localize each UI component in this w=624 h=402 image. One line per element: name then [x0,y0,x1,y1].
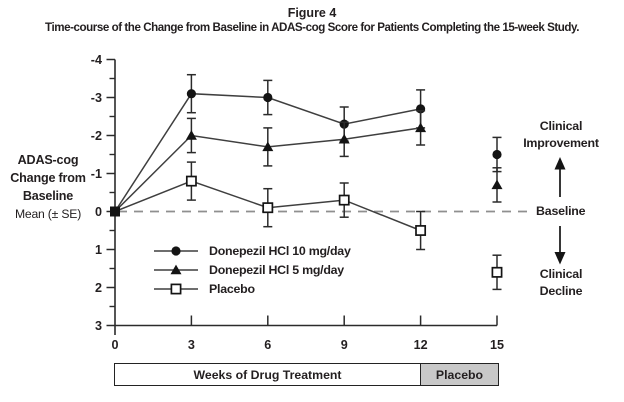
svg-text:1: 1 [95,243,102,257]
x-axis-ticks: 0 3 6 9 12 15 [111,315,504,352]
svg-text:-4: -4 [91,53,102,67]
origin-marker [110,206,120,217]
series-donepezil-hcl-5-mg-day [114,110,503,213]
clinical-decline-label: Clinical Decline [500,266,622,299]
y-axis-title: ADAS-cog Change from Baseline Mean (± SE… [0,151,96,223]
open-square-icon [152,281,200,297]
y-axis-title-line-1: ADAS-cog [17,153,79,167]
svg-text:3: 3 [188,338,195,352]
y-axis-ticks: -4 -3 -2 -1 0 1 2 3 [91,53,115,333]
legend-item-placebo: Placebo [152,279,351,298]
clinical-decline-line-1: Clinical [539,267,583,281]
series-placebo [114,161,503,291]
clinical-improvement-label: Clinical Improvement [500,118,622,151]
svg-text:0: 0 [111,338,118,352]
svg-text:3: 3 [95,319,102,333]
filled-triangle-icon [152,262,200,278]
chart-legend: Donepezil HCl 10 mg/day Donepezil HCl 5 … [152,241,351,298]
legend-item-donepezil-5: Donepezil HCl 5 mg/day [152,260,351,279]
legend-item-donepezil-10: Donepezil HCl 10 mg/day [152,241,351,260]
clinical-improvement-line-2: Improvement [523,135,599,150]
svg-text:9: 9 [341,338,348,352]
legend-label: Placebo [209,281,255,296]
y-axis-title-line-4: Mean (± SE) [14,207,82,221]
treatment-period-bar: Weeks of Drug Treatment Placebo [114,363,499,386]
clinical-improvement-line-1: Clinical [539,119,583,133]
y-axis-title-line-3: Baseline [22,189,74,203]
improvement-decline-arrows [554,157,566,265]
svg-text:0: 0 [95,205,102,219]
svg-text:6: 6 [264,338,271,352]
y-axis-title-line-2: Change from [10,171,86,185]
legend-label: Donepezil HCl 5 mg/day [209,262,344,277]
svg-text:-1: -1 [91,167,102,181]
filled-circle-icon [152,243,200,259]
svg-text:-3: -3 [91,91,102,105]
figure-number: Figure 4 [287,6,337,20]
svg-text:2: 2 [95,281,102,295]
svg-text:12: 12 [414,338,428,352]
placebo-box: Placebo [420,364,498,385]
legend-label: Donepezil HCl 10 mg/day [209,243,351,258]
svg-text:15: 15 [490,338,504,352]
figure-subtitle: Time-course of the Change from Baseline … [45,21,579,34]
svg-text:-2: -2 [91,129,102,143]
baseline-label: Baseline [536,204,586,218]
drug-treatment-box: Weeks of Drug Treatment [193,367,342,382]
axes [114,59,498,335]
clinical-decline-line-2: Decline [539,283,583,298]
